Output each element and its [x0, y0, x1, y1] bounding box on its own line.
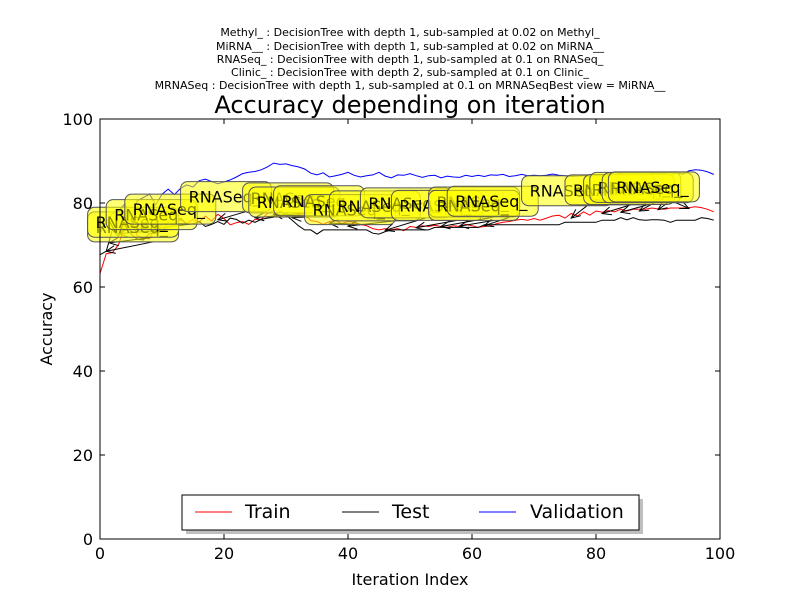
legend-label-validation: Validation: [530, 501, 624, 523]
y-tick-label: 20: [73, 446, 93, 465]
x-tick-label: 20: [214, 544, 234, 563]
annotation-arrow: [416, 219, 458, 229]
annotation-label: RNASeq_: [455, 192, 528, 212]
annotation-arrow: [570, 205, 588, 219]
legend: Train Test Validation: [181, 494, 643, 534]
annotation-arrowhead: [638, 202, 650, 212]
annotation-arrowhead: [104, 245, 116, 254]
annotation-arrowhead: [439, 220, 451, 230]
legend-box: [181, 494, 640, 531]
subtitle-line-1: Methyl_ : DecisionTree with depth 1, sub…: [220, 26, 600, 39]
y-tick-label: 80: [73, 194, 93, 213]
y-tick-label: 60: [73, 278, 93, 297]
annotation-arrowhead: [384, 223, 396, 232]
y-tick-label: 40: [73, 362, 93, 381]
annotation-arrowhead: [619, 205, 631, 215]
legend-label-test: Test: [391, 501, 429, 523]
annotation-arrowhead: [483, 218, 495, 228]
annotation-arrow: [217, 211, 247, 221]
annotation-arrow: [620, 203, 650, 213]
y-tick-label: 0: [83, 530, 93, 549]
x-tick-label: 100: [705, 544, 736, 563]
annotation-arrow: [602, 204, 631, 214]
x-tick-label: 60: [462, 544, 482, 563]
x-tick-label: 40: [338, 544, 358, 563]
chart-title: Accuracy depending on iteration: [214, 91, 605, 119]
annotation-arrow: [459, 219, 495, 227]
x-tick-label: 0: [95, 544, 105, 563]
annotation-labels: RNASeq_RNASeq_RNASeq_RNASeq_RNASeq_RNASe…: [87, 171, 700, 243]
annotation-label: RNASeq_: [616, 178, 689, 198]
y-tick-label: 100: [62, 110, 93, 129]
subtitle-line-2: MiRNA__ : DecisionTree with depth 1, sub…: [216, 40, 605, 53]
annotation-box: [607, 171, 700, 203]
annotation-arrowhead: [216, 213, 228, 222]
x-axis-label: Iteration Index: [352, 570, 469, 589]
x-tick-label: 80: [586, 544, 606, 563]
annotation-arrowhead: [601, 206, 613, 216]
subtitle-line-4: Clinic_ : DecisionTree with depth 2, sub…: [231, 66, 589, 79]
annotation-arrowhead: [570, 209, 581, 219]
subtitle-line-3: RNASeq_ : DecisionTree with depth 1, sub…: [217, 53, 604, 66]
legend-label-train: Train: [244, 501, 291, 523]
chart-subtitle: Methyl_ : DecisionTree with depth 1, sub…: [155, 26, 666, 92]
subtitle-line-5: MRNASeq : DecisionTree with depth 1, sub…: [155, 79, 666, 92]
annotation-arrowhead: [679, 200, 691, 209]
annotation-arrowhead: [458, 220, 470, 230]
annotation-arrow: [106, 241, 154, 252]
annotation-arrowhead: [414, 221, 426, 231]
axis-ticks: 0 20 40 60 80 100 0 20 40 60 80 100: [62, 110, 735, 563]
y-axis-label: Accuracy: [37, 292, 56, 365]
plot-frame: [99, 118, 721, 540]
